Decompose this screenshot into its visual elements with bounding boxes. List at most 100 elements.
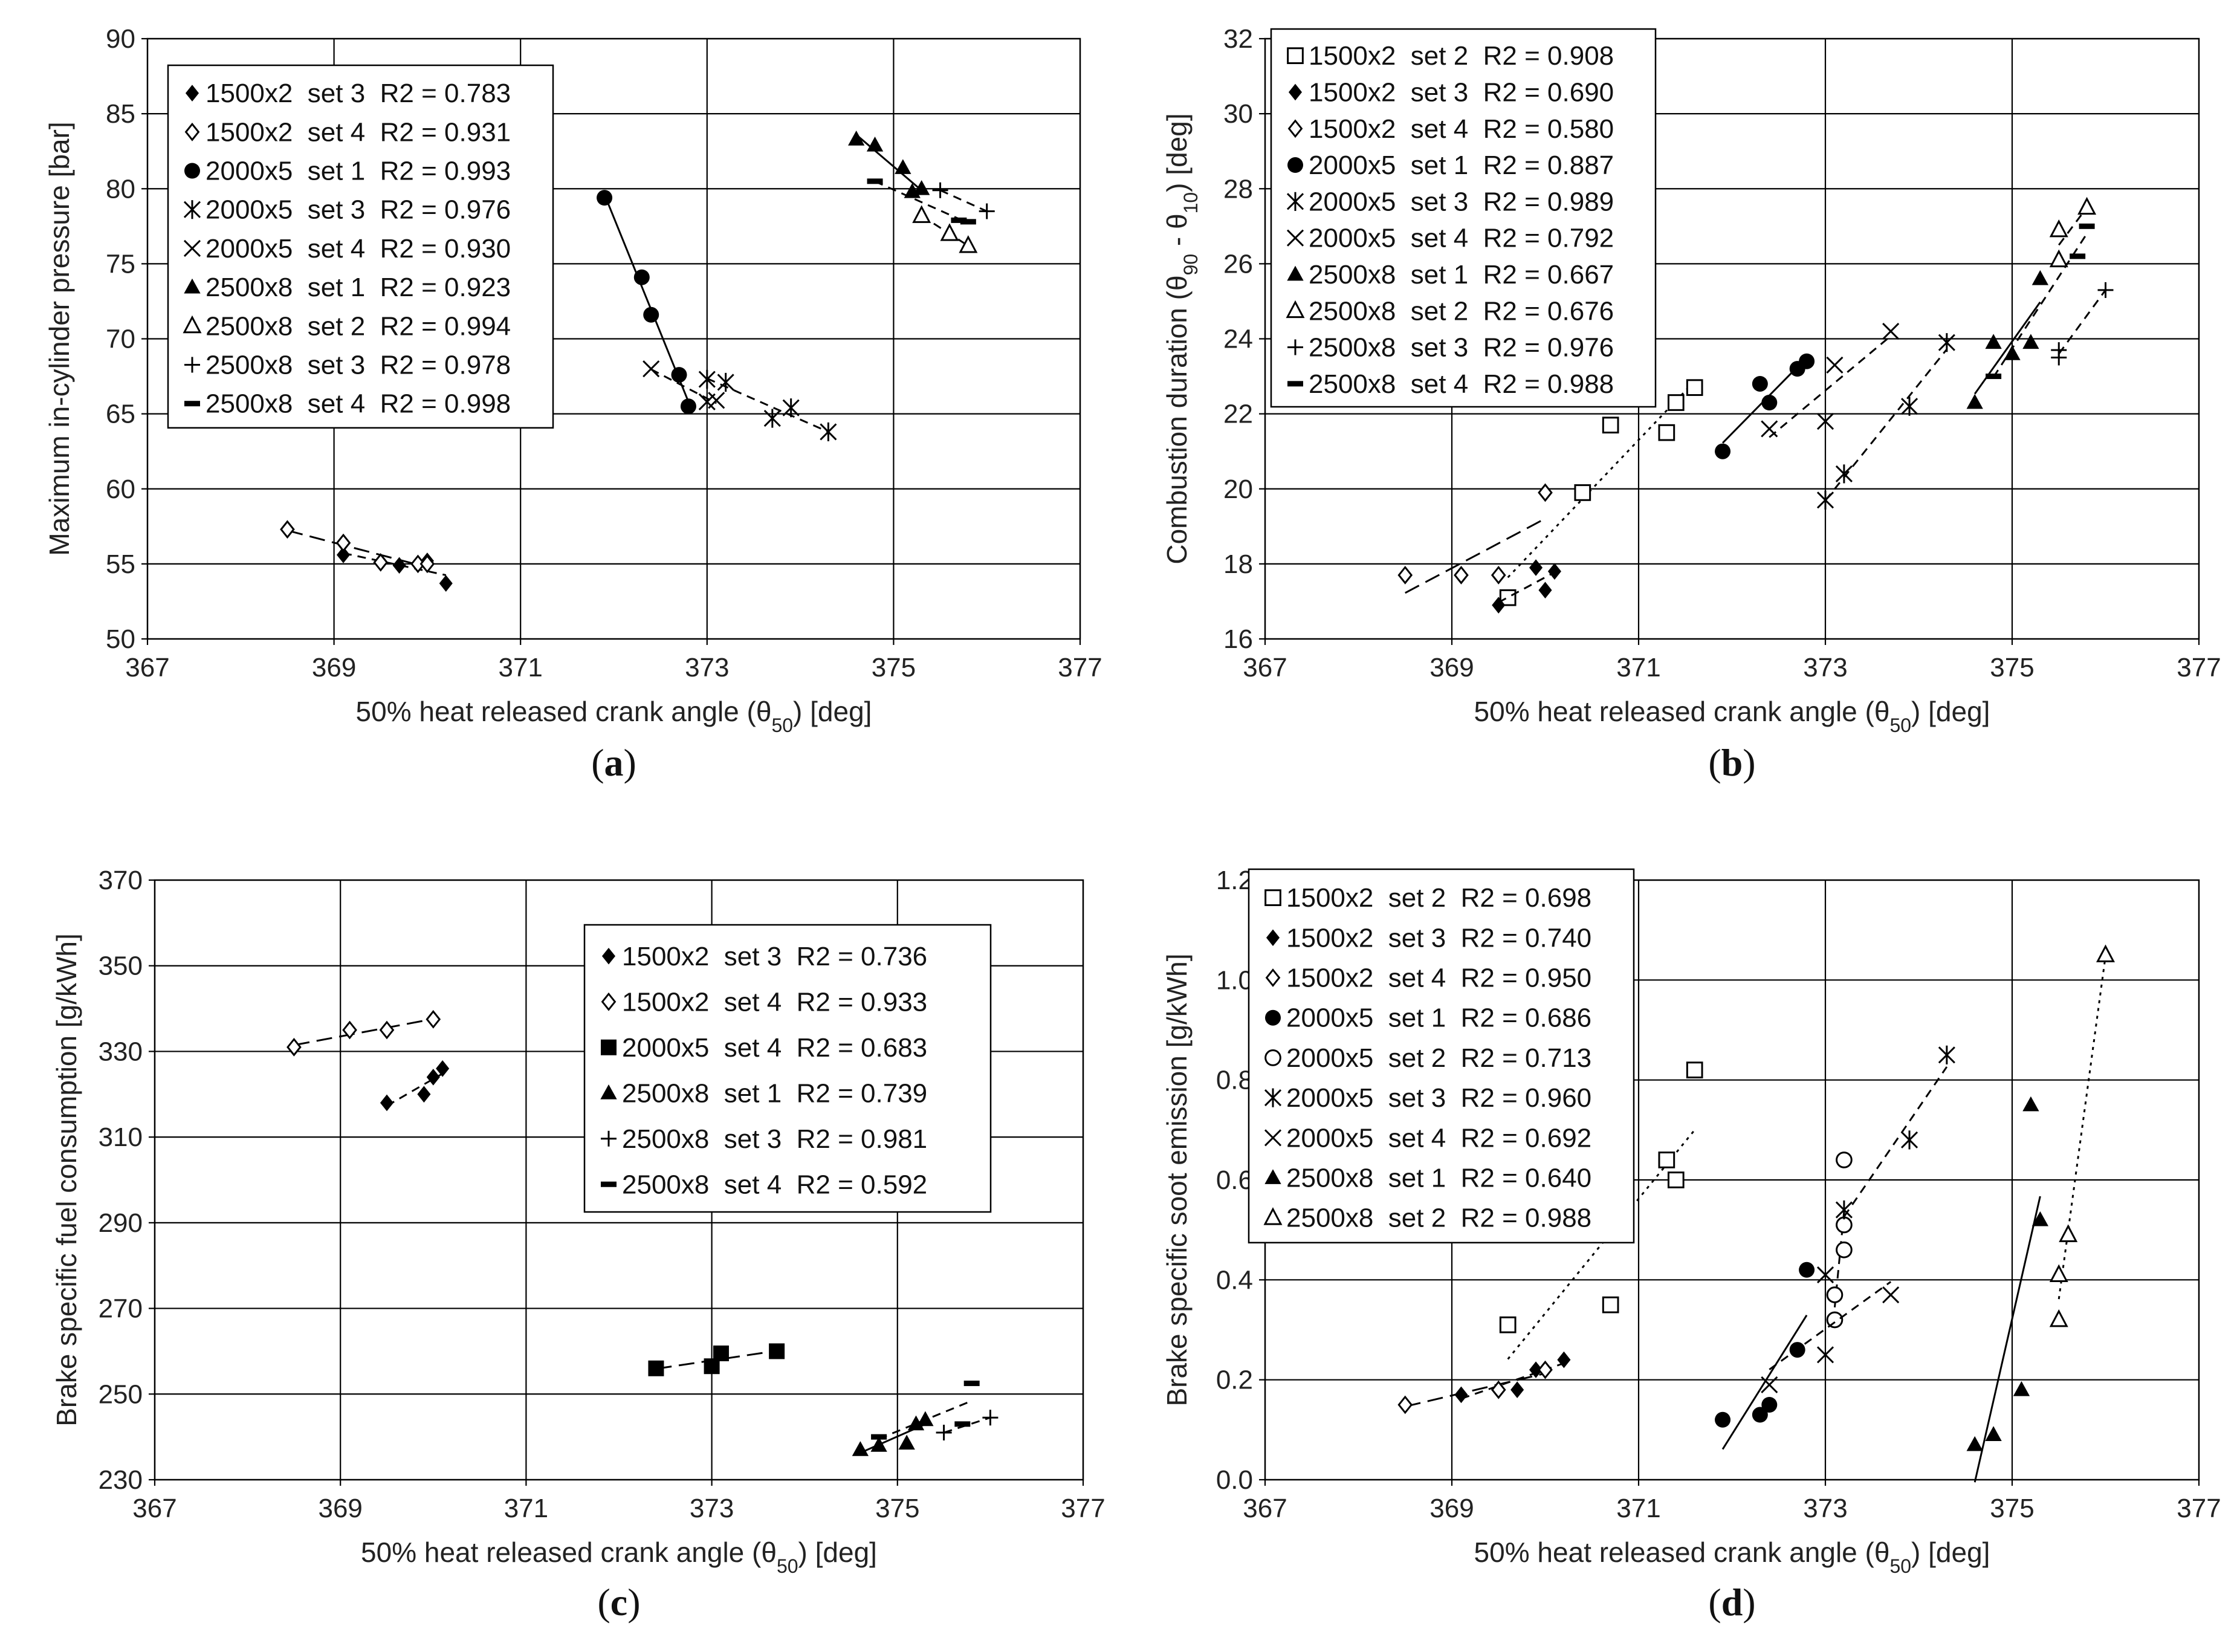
- data-point: [1761, 395, 1778, 411]
- y-tick-label: 18: [1223, 549, 1253, 579]
- data-point: [2049, 219, 2068, 238]
- legend-b: 1500x2 set 2 R2 = 0.908 1500x2 set 3 R2 =…: [1270, 28, 1657, 408]
- data-point: [1816, 1266, 1834, 1284]
- legend-entry: 2500x8 set 4 R2 = 0.592: [622, 1170, 927, 1199]
- data-point: [1491, 566, 1506, 585]
- y-tick-label: 22: [1223, 400, 1253, 429]
- y-tick-label: 20: [1223, 475, 1253, 504]
- legend-entry: 2000x5 set 4 R2 = 0.792: [1309, 224, 1614, 253]
- chart-a: 367 369 371 373 375 377 50 55 60 65 70 75 80 85 90 50% …: [44, 24, 1102, 784]
- y-axis-label-d: Brake specific soot emission [g/kWh]: [1161, 953, 1193, 1406]
- legend-marker: [1264, 889, 1281, 906]
- legend-marker: [1265, 1009, 1281, 1026]
- x-axis-label-a: 50% heat released crank angle (θ50) [deg…: [356, 696, 872, 736]
- data-point: [2031, 1211, 2048, 1226]
- data-point: [1547, 563, 1561, 580]
- legend-entry: 2500x8 set 4 R2 = 0.988: [1309, 369, 1614, 399]
- y-tick-label: 24: [1223, 325, 1253, 354]
- legend-marker: [1264, 1129, 1282, 1147]
- y-tick-label: 0.8: [1216, 1066, 1253, 1095]
- data-point: [940, 223, 959, 241]
- y-tick-label: 330: [99, 1037, 143, 1066]
- y-tick-label: 55: [106, 549, 135, 579]
- x-axis-label-d: 50% heat released crank angle (θ50) [deg…: [1474, 1537, 1990, 1577]
- legend-marker: [183, 239, 201, 257]
- data-point: [1826, 356, 1844, 374]
- data-point: [373, 552, 389, 572]
- legend-entry: 2500x8 set 3 R2 = 0.976: [1309, 333, 1614, 363]
- legend-marker: [1287, 265, 1304, 281]
- data-point: [643, 306, 659, 323]
- data-point: [1510, 1381, 1524, 1399]
- data-point: [1761, 420, 1778, 438]
- legend-entry: 2000x5 set 3 R2 = 0.976: [206, 195, 511, 225]
- y-tick-label: 50: [106, 624, 135, 654]
- data-point: [436, 1060, 450, 1077]
- data-point: [1491, 1380, 1506, 1399]
- data-point: [1835, 1200, 1853, 1220]
- x-tick-label: 375: [1990, 1494, 2034, 1523]
- y-tick-label: 32: [1223, 24, 1253, 54]
- y-axis-label-c: Brake specific fuel consumption [g/kWh]: [51, 933, 82, 1427]
- x-tick-label: 367: [1243, 1494, 1287, 1523]
- legend-marker: [1265, 968, 1281, 987]
- y-tick-label: 0.6: [1216, 1165, 1253, 1195]
- data-point: [2022, 334, 2039, 349]
- y-tick-label: 28: [1223, 174, 1253, 204]
- legend-entry: 1500x2 set 3 R2 = 0.736: [622, 942, 927, 971]
- legend-marker: [183, 200, 201, 219]
- x-tick-label: 375: [872, 653, 916, 682]
- trend-line: [707, 377, 829, 433]
- y-tick-label: 75: [106, 249, 135, 279]
- y-tick-label: 85: [106, 99, 135, 129]
- data-point: [2096, 944, 2115, 962]
- y-tick-label: 350: [99, 951, 143, 981]
- y-tick-label: 80: [106, 174, 135, 204]
- y-tick-label: 250: [99, 1379, 143, 1409]
- y-axis-label-b: Combustion duration (θ90 - θ10) [deg]: [1161, 113, 1202, 564]
- data-point: [1816, 490, 1834, 510]
- data-point: [870, 1437, 887, 1452]
- data-point: [951, 217, 967, 223]
- legend-entry: 2000x5 set 4 R2 = 0.930: [206, 234, 511, 264]
- data-point: [1761, 1376, 1778, 1393]
- x-tick-label: 375: [875, 1494, 919, 1523]
- legend-entry: 2000x5 set 1 R2 = 0.993: [206, 157, 511, 186]
- legend-marker: [601, 1130, 617, 1147]
- x-axis-label-c: 50% heat released crank angle (θ50) [deg…: [361, 1537, 877, 1577]
- y-tick-label: 1.2: [1216, 866, 1253, 895]
- data-point: [1686, 1061, 1703, 1078]
- data-point: [763, 409, 781, 428]
- data-point: [2049, 249, 2068, 268]
- legend-marker: [1264, 1088, 1282, 1107]
- x-tick-label: 377: [1061, 1494, 1105, 1523]
- legend-marker: [1266, 929, 1280, 947]
- data-point: [419, 554, 435, 574]
- data-point: [417, 1086, 431, 1103]
- data-point: [1835, 464, 1853, 484]
- legend-entry: 2000x5 set 1 R2 = 0.686: [1286, 1003, 1591, 1033]
- x-tick-label: 367: [125, 653, 169, 682]
- data-point: [713, 1345, 729, 1361]
- legend-entry: 2500x8 set 1 R2 = 0.640: [1286, 1164, 1591, 1193]
- legend-marker: [600, 1084, 617, 1100]
- x-tick-label: 367: [132, 1494, 176, 1523]
- y-tick-label: 290: [99, 1208, 143, 1238]
- data-point: [1492, 597, 1506, 614]
- legend-entry: 2500x8 set 1 R2 = 0.667: [1309, 260, 1614, 290]
- trend-line: [386, 1072, 443, 1107]
- panel-label-b: (b): [1708, 741, 1755, 784]
- data-point: [1826, 1311, 1844, 1329]
- data-point: [1658, 424, 1675, 441]
- y-tick-label: 90: [106, 24, 135, 54]
- data-point: [913, 180, 930, 195]
- trend-line: [855, 134, 922, 192]
- data-point: [1966, 394, 1983, 409]
- data-point: [898, 1434, 915, 1450]
- data-point: [342, 1020, 357, 1040]
- legend-marker: [1287, 47, 1304, 65]
- trend-line: [1507, 380, 1695, 578]
- data-point: [1799, 353, 1815, 369]
- data-point: [1836, 1152, 1853, 1168]
- legend-marker: [184, 122, 200, 141]
